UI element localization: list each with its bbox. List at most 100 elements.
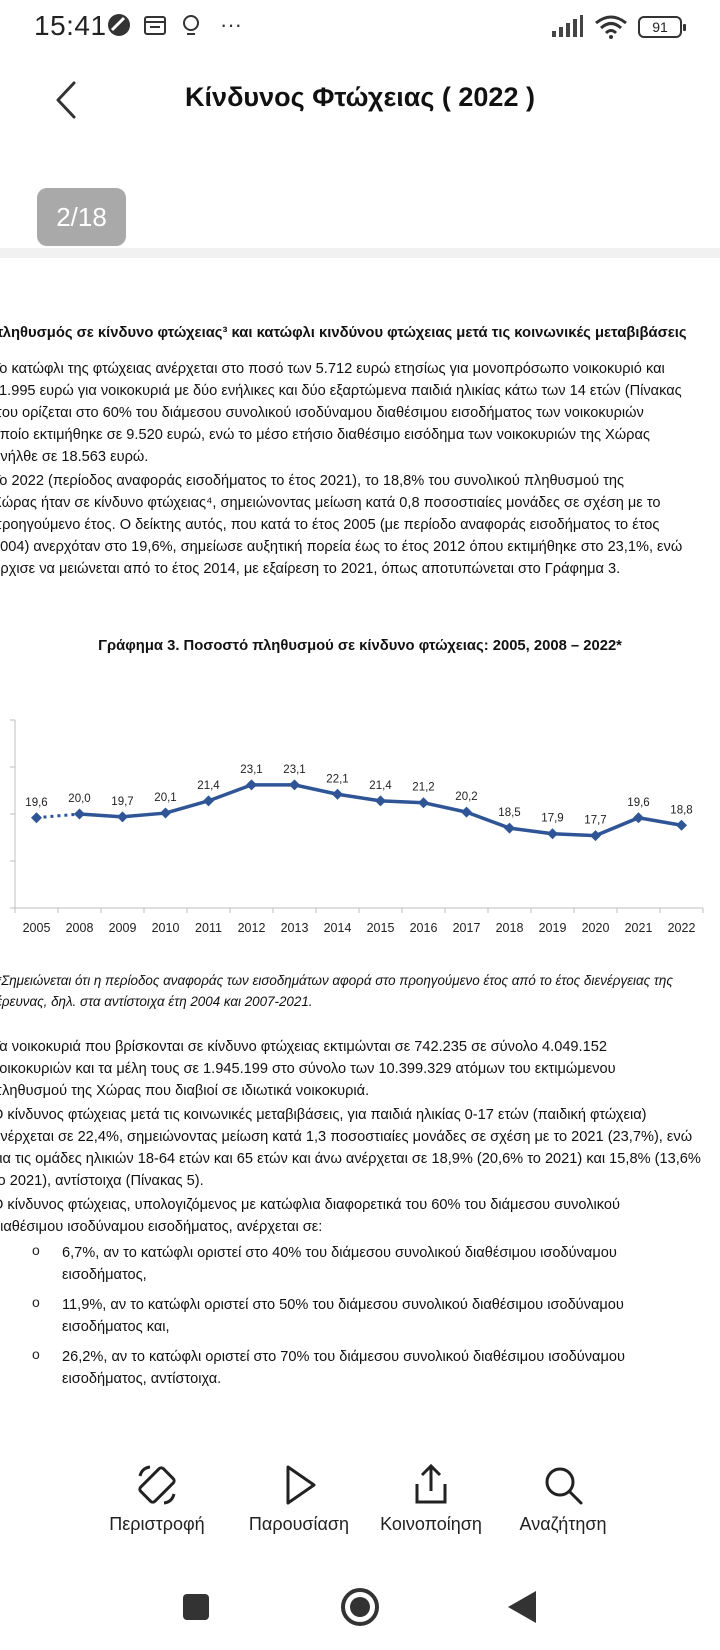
x-tick-label-2005: 2005 [23,921,51,935]
x-tick-label-2008: 2008 [66,921,94,935]
status-system-icons: 91 [550,14,686,40]
data-point-2011 [203,795,214,807]
paragraph-2: Το 2022 (περίοδος αναφοράς εισοδήματος τ… [0,470,720,580]
x-tick-label-2016: 2016 [410,921,438,935]
data-label-2008: 20,0 [68,793,90,805]
bullet-line: 26,2%, αν το κατώφλι οριστεί στο 70% του… [62,1349,625,1365]
back-nav-button[interactable] [500,1585,544,1629]
data-label-2021: 19,6 [627,797,649,809]
data-point-2014 [332,788,343,800]
app-header: Κίνδυνος Φτώχειας ( 2022 ) [0,60,720,140]
paragraph-1: Το κατώφλι της φτώχειας ανέρχεται στο πο… [0,358,720,468]
moon-icon [108,14,130,36]
battery-indicator: 91 [638,16,686,38]
status-bar: 15:41 ··· 91 [0,0,720,56]
rotate-icon [138,1465,176,1505]
text-line: νοικοκυριών και τα μέλη τους σε 1.945.19… [0,1061,616,1077]
data-label-2016: 21,2 [412,782,434,794]
text-line: που ορίζεται στο 60% του διάμεσου συνολι… [0,405,644,421]
x-tick-label-2012: 2012 [238,921,266,935]
line-chart: 19,6 2005 20,0 2008 19,7 2009 20,1 2010 21,4 2011… [10,719,704,935]
status-notification-icons: ··· [106,12,242,38]
bullet-mark: o [32,1294,40,1310]
bullet-line: εισοδήματος, [62,1267,147,1283]
text-line: Το 2022 (περίοδος αναφοράς εισοδήματος τ… [0,473,625,489]
bullet-line: 11,9%, αν το κατώφλι οριστεί στο 50% του… [62,1297,624,1313]
text-line: πληθυσμού της Χώρας που διαβιοί σε ιδιωτ… [0,1083,370,1099]
data-label-2019: 17,9 [541,813,563,825]
x-tick-label-2022: 2022 [668,921,696,935]
chart-title: Γράφημα 3. Ποσοστό πληθυσμού σε κίνδυνο … [98,638,622,654]
bullet-mark: o [32,1346,40,1362]
search-icon [545,1467,583,1505]
recent-apps-button[interactable] [174,1585,218,1629]
share-button[interactable]: Κοινοποίηση [366,1462,496,1535]
chart-footnote: *Σημειώνεται ότι η περίοδος αναφοράς των… [0,970,673,1012]
text-line: Ο κίνδυνος φτώχειας μετά τις κοινωνικές … [0,1107,647,1123]
data-label-2014: 22,1 [326,773,348,785]
text-line: ανήλθε σε 18.563 ευρώ. [0,449,149,465]
x-tick-label-2017: 2017 [453,921,481,935]
series-line-dotted [36,812,80,820]
rotate-label: Περιστροφή [109,1514,205,1534]
data-label-2018: 18,5 [498,807,520,819]
data-point-2019 [547,828,558,840]
home-circle-icon [341,1588,379,1626]
data-point-2021 [633,812,644,824]
data-point-2017 [461,806,472,818]
text-line: το 2021), αντίστοιχα (Πίνακας 5). [0,1173,204,1189]
footnote-line: έρευνας, δηλ. στα αντίστοιχα έτη 2004 κα… [0,994,313,1009]
paragraph-3: Τα νοικοκυριά που βρίσκονται σε κίνδυνο … [0,1036,720,1102]
text-line: Ο κίνδυνος φτώχειας, υπολογιζόμενος με κ… [0,1197,620,1213]
presentation-label: Παρουσίαση [248,1514,350,1534]
text-line: για τις ομάδες ηλικιών 18-64 ετών και 65… [0,1151,701,1167]
bottom-toolbar: Περιστροφή Παρουσίαση Κοινοποίηση Αναζήτ… [0,1462,720,1562]
data-label-2012: 23,1 [240,764,262,776]
x-tick-label-2014: 2014 [324,921,352,935]
presentation-button[interactable]: Παρουσίαση [234,1462,364,1535]
search-button[interactable]: Αναζήτηση [498,1462,628,1535]
data-label-2015: 21,4 [369,780,392,792]
data-point-2015 [375,795,386,807]
wifi-icon [595,15,627,39]
text-line: προηγούμενο έτος. Ο δείκτης αυτός, που κ… [0,517,660,533]
back-button[interactable] [44,76,88,124]
data-label-2022: 18,8 [670,804,692,816]
data-label-2005: 19,6 [25,797,47,809]
x-tick-label-2018: 2018 [496,921,524,935]
data-point-2012 [246,779,257,791]
text-line: 11.995 ευρώ για νοικοκυριά με δύο ενήλικ… [0,383,682,399]
bullet-line: 6,7%, αν το κατώφλι οριστεί στο 40% του … [62,1245,617,1261]
document-page[interactable]: πληθυσμός σε κίνδυνο φτώχειας³ και κατώφ… [0,258,720,1428]
data-label-2017: 20,2 [455,791,477,803]
x-tick-label-2009: 2009 [109,921,137,935]
document-title: Κίνδυνος Φτώχειας ( 2022 ) [185,82,535,112]
bulb-icon [183,15,199,35]
data-label-2011: 21,4 [197,780,220,792]
data-point-2018 [504,822,515,834]
data-point-2010 [160,807,171,819]
rotate-button[interactable]: Περιστροφή [92,1462,222,1535]
share-label: Κοινοποίηση [380,1514,482,1534]
status-time: 15:41 [34,10,107,41]
section-heading: πληθυσμός σε κίνδυνο φτώχειας³ και κατώφ… [0,325,687,341]
text-line: ανέρχεται σε 22,4%, σημειώνοντας μείωση … [0,1129,693,1145]
text-line: 2004) ανερχόταν στο 19,6%, σημείωσε αυξη… [0,539,683,555]
x-tick-label-2015: 2015 [367,921,395,935]
text-line: οποίο εκτιμήθηκε σε 9.520 ευρώ, ενώ το μ… [0,427,650,443]
data-point-2016 [418,797,429,809]
x-tick-label-2020: 2020 [582,921,610,935]
home-button[interactable] [338,1585,382,1629]
data-label-2013: 23,1 [283,764,305,776]
text-line: διαθέσιμου ισοδύναμου εισοδήματος, ανέρχ… [0,1219,323,1235]
data-label-2020: 17,7 [584,815,606,827]
share-icon [415,1463,447,1504]
footnote-line: *Σημειώνεται ότι η περίοδος αναφοράς των… [0,973,673,988]
data-point-2005 [31,812,42,824]
text-line: Τα νοικοκυριά που βρίσκονται σε κίνδυνο … [0,1039,607,1055]
data-label-2010: 20,1 [154,792,176,804]
data-point-2009 [117,811,128,823]
paragraph-5: Ο κίνδυνος φτώχειας, υπολογιζόμενος με κ… [0,1194,720,1238]
data-point-2008 [74,808,85,820]
search-label: Αναζήτηση [519,1514,607,1534]
